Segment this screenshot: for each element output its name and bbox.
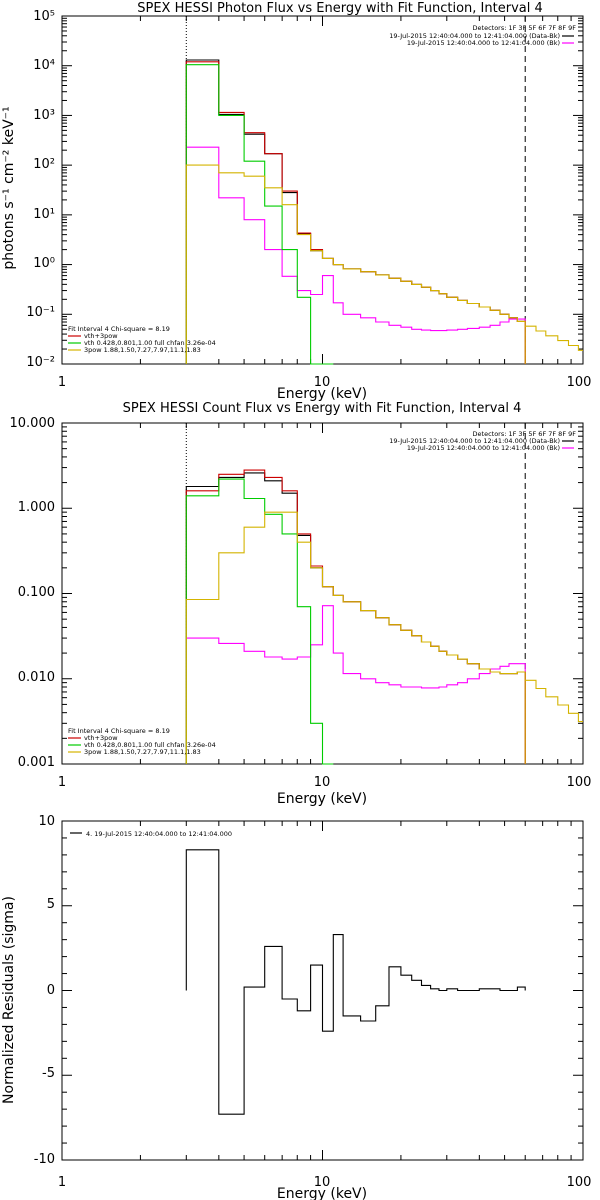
x-tick-label: 100 [567, 375, 592, 390]
residuals-panel: Energy (keV) Normalized Residuals (sigma… [1, 814, 591, 1200]
y-tick-label: 10³ [33, 108, 55, 123]
y-tick-label: 10⁻² [26, 355, 55, 370]
x-tick-label: 100 [567, 775, 592, 790]
photon-flux-title: SPEX HESSI Photon Flux vs Energy with Fi… [137, 1, 543, 16]
series-line-vth [185, 64, 334, 365]
y-tick-label: 10² [33, 157, 55, 172]
residuals-ylabel: Normalized Residuals (sigma) [1, 896, 17, 1104]
vth-params-label: vth 0.428,0.801,1.00 full chfan 3.26e-04 [84, 741, 216, 749]
y-tick-label: 0.100 [18, 585, 55, 600]
count-flux-info-left: Fit Interval 4 Chi-square = 8.19 vth+3po… [68, 727, 216, 756]
y-tick-label: 10.000 [10, 416, 56, 431]
count-flux-info-right: Detectors: 1F 3F 5F 6F 7F 8F 9F 19-Jul-2… [389, 430, 576, 452]
data-interval-text: 19-Jul-2015 12:40:04.000 to 12:41:04.000… [389, 437, 560, 445]
count-flux-y-tick-labels: 0.001 0.010 0.100 1.000 10.000 [10, 416, 56, 770]
y-tick-label: 0.001 [18, 755, 55, 770]
x-tick-label: 10 [314, 775, 331, 790]
series-line-3pow-tail [525, 679, 583, 723]
photon-flux-y-tick-labels: 10⁻² 10⁻¹ 10⁰ 10¹ 10² 10³ 10⁴ 10⁵ [26, 9, 55, 370]
x-tick-label: 1 [58, 775, 66, 790]
fit-function-label: vth+3pow [84, 332, 118, 340]
series-line-3pow-tail [525, 325, 583, 351]
series-line-3pow [185, 511, 526, 764]
photon-flux-info-left: Fit Interval 4 Chi-square = 8.19 vth+3po… [68, 325, 216, 354]
bk-interval-text: 19-Jul-2015 12:40:04.000 to 12:41:04.000… [407, 39, 560, 47]
x-tick-label: 1 [58, 1175, 66, 1190]
photon-flux-panel: SPEX HESSI Photon Flux vs Energy with Fi… [1, 1, 591, 402]
x-tick-label: 1 [58, 375, 66, 390]
fit-function-label: vth+3pow [84, 734, 118, 742]
y-tick-label: 5 [47, 897, 55, 912]
residuals-legend-text: 4. 19-Jul-2015 12:40:04.000 to 12:41:04.… [86, 830, 232, 838]
y-tick-label: -5 [42, 1066, 55, 1081]
y-tick-label: 10⁰ [33, 256, 55, 271]
series-line-vth [185, 478, 334, 765]
y-tick-label: 10⁵ [33, 9, 55, 24]
count-flux-title: SPEX HESSI Count Flux vs Energy with Fit… [123, 401, 522, 416]
photon-flux-xlabel: Energy (keV) [277, 386, 367, 402]
residuals-y-tick-labels: -10 -5 0 5 10 [34, 814, 55, 1167]
series-line-3pow [185, 164, 526, 364]
detectors-text: Detectors: 1F 3F 5F 6F 7F 8F 9F [473, 24, 577, 32]
series-line-bk [185, 146, 526, 364]
photon-flux-x-tick-labels: 1 10 100 [58, 375, 592, 390]
fit-chi-square-text: Fit Interval 4 Chi-square = 8.19 [68, 727, 170, 735]
y-tick-label: 0 [47, 983, 55, 998]
pow-params-label: 3pow 1.88,1.50,7.27,7.97,11.1,1.83 [84, 346, 201, 354]
residuals-x-tick-labels: 1 10 100 [58, 1175, 592, 1190]
y-tick-label: -10 [34, 1152, 55, 1167]
vth-params-label: vth 0.428,0.801,1.00 full chfan 3.26e-04 [84, 339, 216, 347]
detectors-text: Detectors: 1F 3F 5F 6F 7F 8F 9F [473, 430, 577, 438]
y-tick-label: 10¹ [33, 207, 55, 222]
x-tick-label: 100 [567, 1175, 592, 1190]
y-tick-label: 10⁴ [33, 58, 55, 73]
x-tick-label: 10 [314, 375, 331, 390]
photon-flux-ylabel: photons s⁻¹ cm⁻² keV⁻¹ [1, 106, 17, 269]
residuals-xlabel: Energy (keV) [277, 1186, 367, 1200]
y-tick-label: 10⁻¹ [26, 305, 55, 320]
count-flux-xlabel: Energy (keV) [277, 791, 367, 807]
y-tick-label: 10 [38, 814, 55, 829]
plot-layer [61, 15, 584, 1161]
series-line-residuals [185, 849, 526, 1115]
count-flux-panel: SPEX HESSI Count Flux vs Energy with Fit… [10, 401, 592, 807]
data-interval-text: 19-Jul-2015 12:40:04.000 to 12:41:04.000… [389, 32, 560, 40]
count-flux-x-tick-labels: 1 10 100 [58, 775, 592, 790]
bk-interval-text: 19-Jul-2015 12:40:04.000 to 12:41:04.000… [407, 444, 560, 452]
series-line-bk [185, 605, 526, 764]
x-tick-label: 10 [314, 1175, 331, 1190]
pow-params-label: 3pow 1.88,1.50,7.27,7.97,11.1,1.83 [84, 748, 201, 756]
photon-flux-info-right: Detectors: 1F 3F 5F 6F 7F 8F 9F 19-Jul-2… [389, 24, 576, 47]
fit-chi-square-text: Fit Interval 4 Chi-square = 8.19 [68, 325, 170, 333]
y-tick-label: 1.000 [18, 500, 55, 515]
y-tick-label: 0.010 [18, 670, 55, 685]
